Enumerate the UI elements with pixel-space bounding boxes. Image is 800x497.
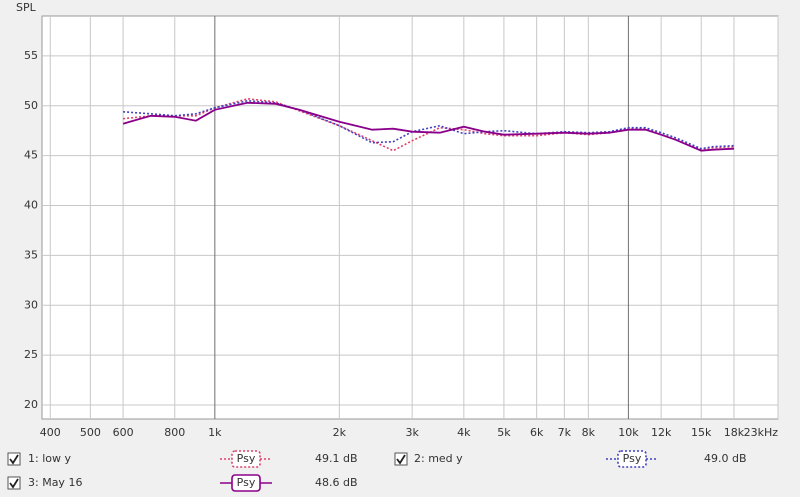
x-tick-label: 6k	[530, 426, 544, 439]
y-axis-label: SPL	[16, 1, 37, 14]
smoothing-label: Psy	[237, 452, 256, 465]
legend-level: 49.0 dB	[704, 452, 747, 465]
x-tick-label: 4k	[457, 426, 471, 439]
legend-label: 1: low y	[28, 452, 71, 465]
smoothing-label: Psy	[237, 476, 256, 489]
x-tick-label: 7k	[558, 426, 572, 439]
y-tick-label: 25	[24, 348, 38, 361]
x-tick-label: 10k	[618, 426, 639, 439]
y-tick-label: 20	[24, 398, 38, 411]
y-tick-label: 30	[24, 298, 38, 311]
x-tick-label: 500	[80, 426, 101, 439]
series-line	[122, 101, 735, 152]
series-line	[123, 99, 735, 150]
legend-checkbox[interactable]	[7, 452, 21, 466]
x-tick-label: 2k	[333, 426, 347, 439]
x-tick-label: 23kHz	[744, 426, 779, 439]
y-tick-label: 35	[24, 248, 38, 261]
x-tick-label: 15k	[691, 426, 712, 439]
smoothing-label: Psy	[623, 452, 642, 465]
checkmark	[396, 454, 406, 465]
y-tick-label: 50	[24, 99, 38, 112]
x-tick-label: 18k	[724, 426, 745, 439]
x-tick-label: 8k	[582, 426, 596, 439]
plot-area	[41, 15, 779, 420]
legend-checkbox[interactable]	[7, 476, 21, 490]
x-tick-label: 1k	[208, 426, 222, 439]
x-tick-label: 800	[164, 426, 185, 439]
legend-level: 48.6 dB	[315, 476, 358, 489]
y-tick-label: 55	[24, 49, 38, 62]
legend-label: 3: May 16	[28, 476, 82, 489]
x-tick-label: 12k	[651, 426, 672, 439]
smoothing-box	[231, 474, 261, 492]
legend-label: 2: med y	[414, 452, 463, 465]
legend-level: 49.1 dB	[315, 452, 358, 465]
checkmark	[9, 478, 19, 489]
y-tick-label: 45	[24, 149, 38, 162]
checkmark	[9, 454, 19, 465]
smoothing-box	[231, 450, 261, 468]
y-tick-label: 40	[24, 199, 38, 212]
legend-checkbox[interactable]	[394, 452, 408, 466]
smoothing-box	[617, 450, 647, 468]
x-tick-label: 600	[113, 426, 134, 439]
x-tick-label: 5k	[497, 426, 511, 439]
x-tick-label: 3k	[405, 426, 419, 439]
x-tick-label: 400	[40, 426, 61, 439]
